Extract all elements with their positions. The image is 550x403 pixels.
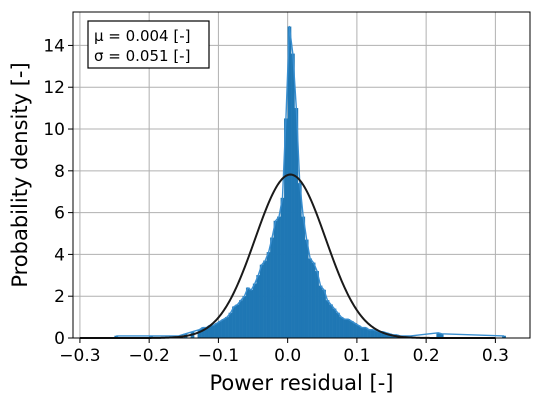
x-tick-label: 0.0 bbox=[274, 346, 301, 366]
x-tick-label: −0.2 bbox=[129, 346, 170, 366]
histogram-bar bbox=[239, 300, 243, 339]
histogram-bar bbox=[367, 329, 371, 339]
histogram-bar bbox=[318, 285, 323, 339]
y-tick-label: 10 bbox=[43, 120, 65, 140]
x-tick-label: 0.2 bbox=[413, 346, 440, 366]
histogram-bar bbox=[273, 220, 278, 339]
y-tick-label: 6 bbox=[54, 204, 65, 224]
histogram-bar bbox=[252, 283, 257, 339]
histogram-bar bbox=[228, 312, 233, 339]
histogram-bar bbox=[218, 321, 223, 339]
histogram-bar bbox=[301, 216, 306, 339]
histogram-bar bbox=[332, 308, 337, 339]
histogram-bar bbox=[225, 316, 229, 339]
y-tick-label: 0 bbox=[54, 329, 65, 349]
histogram-bar bbox=[360, 327, 364, 339]
x-tick-label: 0.1 bbox=[343, 346, 370, 366]
x-axis-label: Power residual [-] bbox=[209, 371, 393, 395]
histogram-bar bbox=[249, 289, 254, 339]
stats-annotation-box: μ = 0.004 [-] σ = 0.051 [-] bbox=[87, 20, 210, 69]
plot-frame bbox=[72, 11, 531, 339]
mean-annotation: μ = 0.004 [-] bbox=[94, 27, 190, 45]
histogram-bar bbox=[211, 325, 216, 339]
histogram-bar bbox=[235, 304, 240, 339]
axis-ticks: −0.3 −0.2 −0.1 0.0 0.1 0.2 0.3 0 2 4 6 8 10 12 14 bbox=[43, 36, 509, 366]
histogram-bar bbox=[214, 323, 219, 339]
histogram-bar bbox=[342, 319, 347, 339]
histogram-bar bbox=[304, 239, 309, 339]
histogram-bar bbox=[335, 312, 340, 339]
histogram-bar bbox=[290, 53, 295, 339]
histogram-bar bbox=[363, 327, 368, 339]
histogram-bar bbox=[259, 264, 264, 339]
histogram-bar bbox=[297, 183, 302, 339]
y-axis-label: Probability density [-] bbox=[8, 62, 32, 287]
x-tick-label: −0.3 bbox=[59, 346, 100, 366]
histogram-bar bbox=[346, 319, 351, 339]
y-tick-label: 8 bbox=[54, 162, 65, 182]
histogram-bar bbox=[315, 270, 319, 339]
y-tick-label: 2 bbox=[54, 287, 65, 307]
histogram-bar bbox=[311, 262, 316, 339]
histogram-bar bbox=[308, 258, 313, 339]
std-annotation: σ = 0.051 [-] bbox=[94, 47, 190, 65]
x-tick-label: 0.3 bbox=[482, 346, 509, 366]
histogram-bar bbox=[349, 321, 354, 339]
histogram-bar bbox=[325, 300, 330, 339]
histogram-bar bbox=[322, 289, 326, 339]
y-tick-label: 4 bbox=[54, 245, 65, 265]
y-tick-label: 14 bbox=[43, 36, 65, 56]
histogram-bar bbox=[277, 216, 281, 339]
histogram-bar bbox=[270, 237, 274, 339]
histogram-bar bbox=[242, 296, 247, 339]
grid-lines bbox=[73, 12, 530, 339]
histogram-bar bbox=[221, 319, 226, 339]
histogram-bar bbox=[370, 329, 375, 339]
histogram-bar bbox=[256, 275, 261, 339]
x-tick-label: −0.1 bbox=[198, 346, 239, 366]
histogram-bar bbox=[356, 325, 361, 339]
histogram-bar bbox=[329, 304, 333, 339]
histogram-bar bbox=[232, 306, 236, 339]
histogram-bar bbox=[339, 316, 344, 339]
y-tick-label: 12 bbox=[43, 78, 65, 98]
histogram-bar bbox=[245, 287, 250, 339]
histogram-bar bbox=[353, 323, 358, 339]
histogram-bar bbox=[280, 197, 285, 339]
histogram-bar bbox=[263, 260, 268, 339]
stats-box-frame bbox=[87, 20, 210, 69]
histogram-bar bbox=[266, 252, 271, 339]
